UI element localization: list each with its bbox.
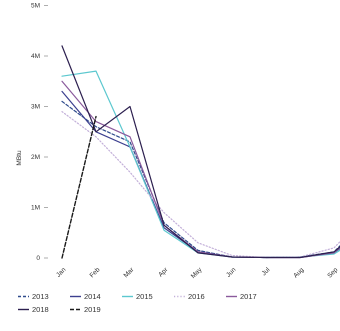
x-tick-label: May [190,266,204,280]
legend-label: 2016 [188,292,205,301]
legend-label: 2019 [84,305,101,314]
legend-label: 2014 [84,292,101,301]
x-tick-label: Feb [89,266,102,279]
x-tick-label: Jun [225,266,238,279]
y-axis-title: MBtu [16,150,23,166]
legend-label: 2013 [32,292,49,301]
y-tick-label: 1M [31,205,40,212]
series-lines [61,45,340,259]
y-axis-label: MBtu [16,150,23,166]
y-tick-label: 0 [36,255,40,262]
legend-label: 2017 [240,292,257,301]
y-tick-label: 2M [31,154,40,161]
x-tick-label: Jan [55,266,68,279]
legend-item-2017: 2017 [226,292,257,301]
legend-label: 2018 [32,305,49,314]
series-line-2014 [61,90,340,259]
legend-item-2019: 2019 [70,305,101,314]
series-line-2015 [61,70,340,259]
x-tick-label: Aug [292,266,305,279]
x-tick-label: Mar [123,266,136,279]
legend-item-2018: 2018 [18,305,49,314]
series-line-2017 [61,80,340,259]
y-tick-label: 4M [31,53,40,60]
x-tick-label: Sep [326,266,339,279]
series-line-2016 [61,110,340,259]
legend-item-2015: 2015 [122,292,153,301]
series-line-2013 [61,100,340,259]
y-axis: 0 1M 2M 3M 4M 5M [31,3,48,262]
x-axis: JanFebMarAprMayJunJulAugSepOctNovDec [55,266,340,280]
y-tick-label: 3M [31,104,40,111]
legend-item-2016: 2016 [174,292,205,301]
y-tick-label: 5M [31,3,40,10]
series-line-2018 [61,45,340,259]
legend: 2013 2014 2015 2016 2017 2018 2019 [18,292,257,314]
x-tick-label: Apr [157,266,170,279]
x-tick-label: Jul [261,266,272,277]
legend-label: 2015 [136,292,153,301]
legend-item-2014: 2014 [70,292,101,301]
legend-item-2013: 2013 [18,292,49,301]
series-line-2019 [61,115,97,259]
